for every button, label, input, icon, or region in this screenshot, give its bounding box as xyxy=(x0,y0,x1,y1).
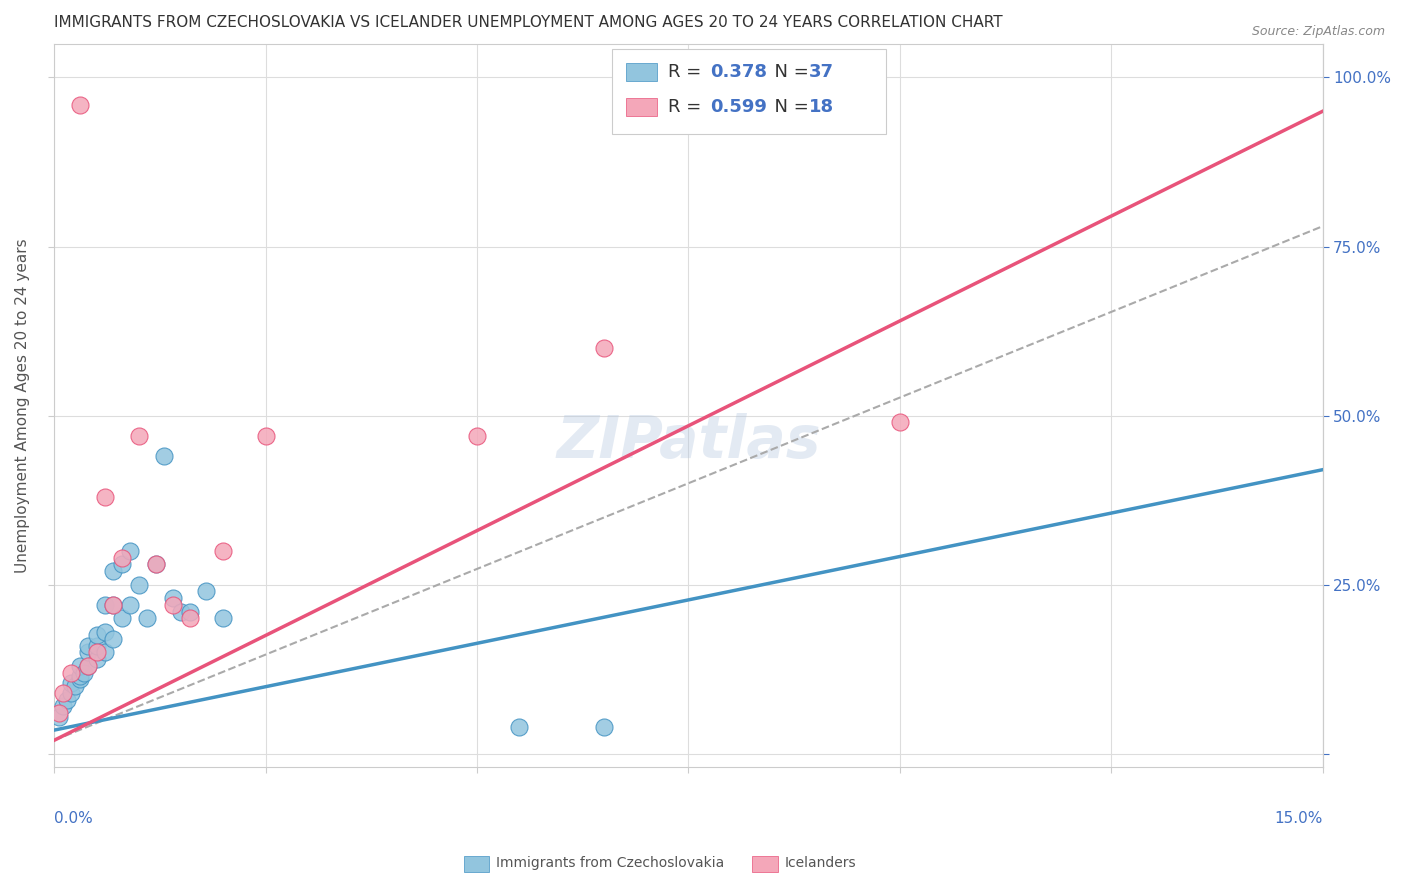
Point xyxy=(179,605,201,619)
Point xyxy=(145,558,167,572)
Point xyxy=(77,645,100,659)
Point xyxy=(69,97,91,112)
Point xyxy=(94,645,117,659)
Point xyxy=(128,577,150,591)
Text: N =: N = xyxy=(763,63,815,81)
Text: N =: N = xyxy=(763,98,815,116)
Point xyxy=(593,341,616,355)
Text: 37: 37 xyxy=(808,63,834,81)
Point xyxy=(162,598,184,612)
Point xyxy=(86,652,108,666)
Point xyxy=(77,639,100,653)
Text: Source: ZipAtlas.com: Source: ZipAtlas.com xyxy=(1251,25,1385,38)
Text: Immigrants from Czechoslovakia: Immigrants from Czechoslovakia xyxy=(496,856,724,871)
Text: R =: R = xyxy=(668,63,707,81)
Point xyxy=(69,658,91,673)
Point xyxy=(111,558,134,572)
Point xyxy=(60,686,83,700)
Point xyxy=(77,658,100,673)
Point xyxy=(593,720,616,734)
Text: Icelanders: Icelanders xyxy=(785,856,856,871)
Point xyxy=(212,611,235,625)
Text: 0.378: 0.378 xyxy=(710,63,768,81)
Point xyxy=(86,639,108,653)
Point xyxy=(60,665,83,680)
Point xyxy=(145,558,167,572)
Point xyxy=(162,591,184,606)
Text: 0.599: 0.599 xyxy=(710,98,766,116)
Text: 0.0%: 0.0% xyxy=(55,811,93,826)
Point xyxy=(73,665,96,680)
Text: IMMIGRANTS FROM CZECHOSLOVAKIA VS ICELANDER UNEMPLOYMENT AMONG AGES 20 TO 24 YEA: IMMIGRANTS FROM CZECHOSLOVAKIA VS ICELAN… xyxy=(55,15,1002,30)
Point xyxy=(120,598,142,612)
Text: R =: R = xyxy=(668,98,707,116)
Point xyxy=(212,544,235,558)
Point xyxy=(153,449,176,463)
Point xyxy=(86,628,108,642)
Point xyxy=(65,679,87,693)
Point xyxy=(94,598,117,612)
Point xyxy=(103,632,125,646)
Text: ZIPatlas: ZIPatlas xyxy=(557,413,821,470)
Point xyxy=(69,669,91,683)
Point xyxy=(254,429,277,443)
Point xyxy=(86,645,108,659)
Point xyxy=(120,544,142,558)
Point xyxy=(60,675,83,690)
Point xyxy=(889,416,911,430)
Point xyxy=(128,429,150,443)
Point xyxy=(77,658,100,673)
Point xyxy=(508,720,530,734)
Point xyxy=(56,692,79,706)
Text: 15.0%: 15.0% xyxy=(1274,811,1323,826)
Point xyxy=(94,625,117,640)
Point xyxy=(48,709,70,723)
Point xyxy=(111,550,134,565)
Point xyxy=(179,611,201,625)
Point xyxy=(111,611,134,625)
Point xyxy=(52,686,75,700)
Point xyxy=(465,429,488,443)
Y-axis label: Unemployment Among Ages 20 to 24 years: Unemployment Among Ages 20 to 24 years xyxy=(15,238,30,573)
Point xyxy=(94,490,117,504)
Point xyxy=(195,584,218,599)
Point xyxy=(52,699,75,714)
Point xyxy=(170,605,193,619)
Point xyxy=(103,564,125,578)
Point xyxy=(48,706,70,721)
Point xyxy=(103,598,125,612)
Point xyxy=(136,611,159,625)
Point xyxy=(69,673,91,687)
Point xyxy=(103,598,125,612)
Text: 18: 18 xyxy=(808,98,834,116)
